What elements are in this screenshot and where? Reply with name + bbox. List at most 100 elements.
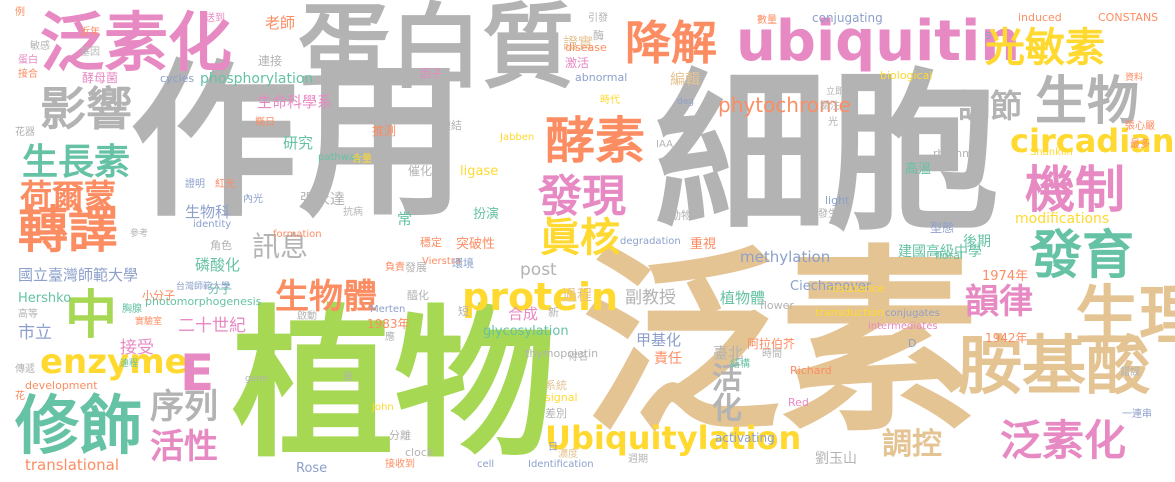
word: 醯化 [407, 289, 429, 302]
word: 立即 [826, 87, 845, 97]
word: 泛素化 [1000, 416, 1127, 465]
word: CONSTANS [1098, 11, 1159, 24]
word: 抗病 [343, 207, 363, 218]
word: deg [677, 97, 694, 107]
word: 動物 [670, 209, 692, 222]
word: clock [405, 446, 434, 459]
word: 發現 [538, 171, 626, 222]
word: 蛋白 [18, 55, 38, 66]
word: 1942年 [985, 331, 1028, 345]
word: 修飾 [15, 390, 143, 464]
word: 機制 [1025, 161, 1125, 219]
word: 泛素 [582, 228, 978, 459]
word: Merten [370, 304, 406, 315]
word: 遠程 [120, 359, 139, 369]
word: 序列 [150, 387, 218, 427]
word: D [908, 337, 917, 350]
word: 生命科學系 [257, 93, 333, 111]
word: 最多 [1130, 139, 1150, 150]
word: transduction [815, 306, 885, 319]
word: 細胞 [655, 53, 999, 254]
word: 酵母菌 [82, 71, 119, 85]
word: 時間 [762, 349, 782, 360]
word: floral [935, 249, 963, 262]
word: 日 [548, 442, 558, 453]
word: phosphorylation [200, 71, 314, 87]
word: 劉玉山 [815, 451, 857, 467]
word: 老師 [265, 14, 296, 32]
word: abnormal [575, 71, 628, 84]
word: 發展 [405, 261, 427, 274]
word: 內光 [243, 194, 263, 205]
word: 臺北 [713, 344, 744, 362]
word: post [520, 260, 557, 280]
word: conjugating [812, 11, 883, 25]
word: ubiquitin [736, 9, 1021, 74]
word: 生理 [1075, 280, 1175, 354]
word: 眞核 [540, 215, 620, 261]
word: 荷爾蒙 [20, 177, 117, 215]
word: resistance [828, 282, 885, 295]
word: 光 [828, 117, 838, 128]
word: 活性 [150, 427, 218, 467]
word: 1983年 [367, 317, 410, 331]
word: glycosylation [483, 324, 569, 339]
word: 扮演 [473, 207, 500, 222]
word: 調控 [882, 427, 942, 462]
word: 啟動 [297, 311, 317, 322]
word: Jabben [500, 132, 535, 143]
word: 常 [397, 210, 413, 228]
word: 酵素 [545, 112, 645, 170]
word: 鏈結 [440, 119, 462, 132]
word: 接合 [18, 69, 38, 80]
word: 小分子 [142, 289, 175, 302]
word: 表現 [930, 161, 950, 172]
word: Ciechanover [790, 279, 872, 294]
word: ligase [460, 164, 499, 179]
word: biological [880, 69, 933, 82]
word: Richard [790, 364, 832, 377]
word: 分子 [208, 282, 233, 296]
word: 植物 [232, 292, 556, 480]
word: 韻律 [965, 282, 1033, 322]
word: 濃度 [558, 449, 578, 460]
word: IAA [656, 139, 673, 150]
word: 副教授 [625, 288, 676, 308]
word: 高等 [18, 309, 38, 320]
word: 發育 [1030, 226, 1135, 286]
word: 突破性 [456, 237, 496, 252]
word: Rose [296, 461, 328, 476]
word: 推測 [372, 124, 397, 138]
word: 合成 [508, 305, 539, 323]
word: 花器 [15, 127, 35, 138]
word: 催化 [408, 164, 433, 178]
word: 連接 [258, 54, 283, 68]
word: 一連串 [1122, 409, 1152, 420]
word: light [825, 194, 850, 207]
word: 張永達 [300, 190, 346, 208]
word: 得名 [568, 352, 588, 363]
word: 高溫 [905, 162, 932, 177]
word: 國立臺灣師範大學 [18, 266, 139, 284]
word: 編輯 [670, 70, 701, 88]
word: 後期 [963, 234, 991, 250]
word: 酶 [593, 29, 604, 42]
word: 角色 [210, 239, 232, 252]
word: Vierstra [422, 256, 462, 267]
word: 中 [65, 286, 118, 346]
word: 短 [458, 305, 469, 318]
word: 皆 [343, 372, 353, 383]
word: circadian [1010, 122, 1175, 160]
word: pathway [318, 152, 361, 163]
word: 引發 [588, 13, 608, 24]
word: 建國高級中學 [898, 244, 982, 260]
word: 市立 [18, 323, 52, 343]
word: 降解 [625, 16, 717, 70]
word: 訊息 [252, 230, 309, 263]
word: activating [715, 431, 775, 445]
word: 敏感 [30, 41, 50, 52]
word: 生物體 [275, 277, 377, 317]
word: 分離 [389, 429, 411, 442]
word: enzyme [40, 342, 188, 382]
